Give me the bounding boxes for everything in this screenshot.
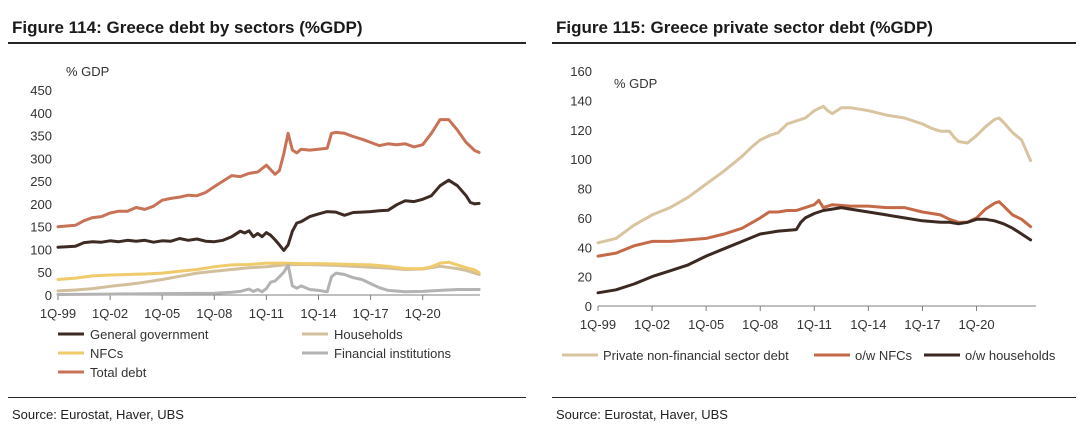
legend-label-financial-institutions: Financial institutions — [334, 346, 452, 361]
y-tick-label: 100 — [30, 242, 52, 257]
x-tick-label: 1Q-99 — [40, 306, 76, 321]
y-tick-label: 450 — [30, 83, 52, 98]
figure-114-chart: 0 50 100 150 200 250 300 350 400 450 % GDP 1Q-99 1Q-… — [30, 64, 481, 380]
y-tick-label: 0 — [585, 299, 592, 314]
x-tick-label: 1Q-11 — [797, 317, 832, 332]
y-tick-label: 150 — [30, 220, 52, 235]
x-tick-label: 1Q-11 — [249, 306, 284, 321]
x-tick-label: 1Q-99 — [580, 317, 616, 332]
legend-label-total-debt: Total debt — [90, 365, 147, 380]
series-line-general-government — [56, 178, 481, 252]
y-tick-label: 160 — [570, 64, 592, 79]
x-tick-label: 1Q-08 — [742, 317, 778, 332]
x-tick-label: 1Q-05 — [144, 306, 180, 321]
x-tick-label: 1Q-17 — [353, 306, 389, 321]
x-tick-label: 1Q-05 — [688, 317, 724, 332]
y-axis-label: % GDP — [66, 64, 109, 79]
y-tick-label: 80 — [578, 182, 592, 197]
x-tick-label: 1Q-02 — [634, 317, 670, 332]
figure-114-source: Source: Eurostat, Haver, UBS — [12, 407, 184, 422]
figure-114-title: Figure 114: Greece debt by sectors (%GDP… — [12, 18, 363, 37]
x-tick-label: 1Q-20 — [405, 306, 441, 321]
figure-115-source: Source: Eurostat, Haver, UBS — [556, 407, 728, 422]
y-tick-label: 200 — [30, 197, 52, 212]
x-tick-label: 1Q-02 — [92, 306, 128, 321]
y-tick-label: 50 — [38, 265, 52, 280]
title-rule — [552, 42, 1076, 44]
legend-label-nfcs: NFCs — [90, 346, 124, 361]
x-tick-label: 1Q-14 — [300, 306, 336, 321]
x-tick-label: 1Q-17 — [904, 317, 940, 332]
y-tick-label: 100 — [570, 152, 592, 167]
y-tick-label: 0 — [45, 288, 52, 303]
y-tick-label: 140 — [570, 93, 592, 108]
y-axis-label: % GDP — [614, 76, 657, 91]
series-line-o-w-households — [596, 206, 1033, 295]
series-line-o-w-nfcs — [596, 198, 1033, 258]
legend-label-general-government: General government — [90, 327, 209, 342]
y-tick-label: 40 — [578, 240, 592, 255]
y-tick-label: 60 — [578, 211, 592, 226]
y-tick-label: 250 — [30, 174, 52, 189]
x-tick-label: 1Q-20 — [958, 317, 994, 332]
y-tick-label: 350 — [30, 129, 52, 144]
series-line-financial-institutions — [56, 263, 481, 296]
y-tick-label: 400 — [30, 106, 52, 121]
series-line-private-non-financial-sector-debt — [596, 104, 1033, 245]
series-line-total-debt — [56, 118, 481, 229]
legend-label-o-w-households: o/w households — [965, 348, 1056, 363]
y-tick-label: 300 — [30, 151, 52, 166]
series-line-nfcs — [56, 260, 481, 281]
figure-115-chart: 0 20 40 60 80 100 120 140 160 % GDP 1Q-99 1Q-02 1Q-0… — [562, 64, 1056, 363]
y-tick-label: 120 — [570, 123, 592, 138]
legend-label-o-w-nfcs: o/w NFCs — [855, 348, 913, 363]
x-tick-label: 1Q-08 — [196, 306, 232, 321]
legend-label-private-non-financial-sector-debt: Private non-financial sector debt — [603, 348, 789, 363]
y-tick-label: 20 — [578, 270, 592, 285]
source-rule — [552, 397, 1076, 398]
x-tick-label: 1Q-14 — [850, 317, 886, 332]
title-rule — [8, 42, 526, 44]
figure-115-title: Figure 115: Greece private sector debt (… — [556, 18, 933, 37]
legend-label-households: Households — [334, 327, 403, 342]
source-rule — [8, 397, 526, 398]
